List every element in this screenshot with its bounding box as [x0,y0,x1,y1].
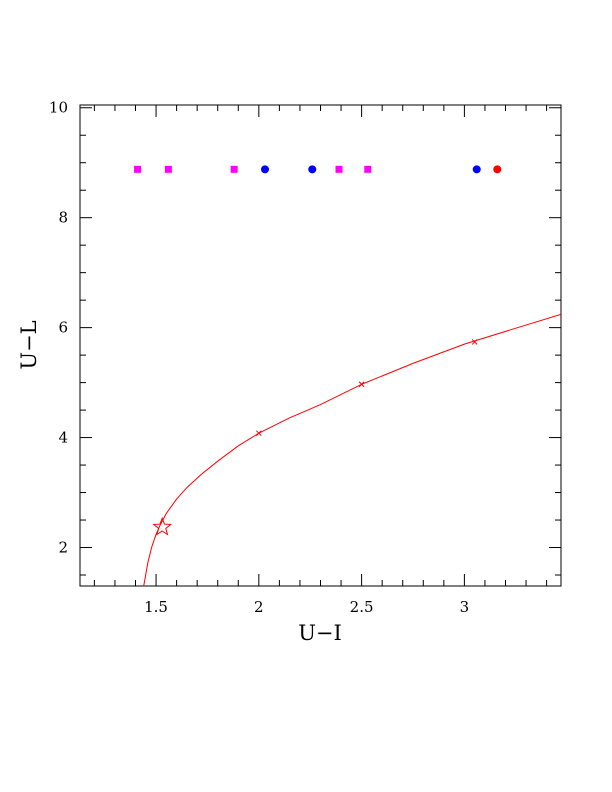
model-curve [143,313,561,586]
cross-stroke [255,430,262,437]
x-tick-label: 2.5 [350,598,374,616]
magenta-square-point [335,165,343,173]
blue-circle-point [261,165,269,174]
y-tick-label: 6 [58,319,68,337]
y-tick-labels: 2 4 6 8 10 [49,99,68,557]
y-axis-label: U−L [17,320,41,369]
star-marker [152,516,173,536]
x-tick-label: 2 [254,598,264,616]
y-tick-label: 2 [58,539,68,557]
data-marks [134,165,561,586]
y-tick-label: 4 [58,429,68,447]
model-cross-marker [255,430,262,437]
model-cross-marker [358,381,365,388]
x-tick-label: 3 [460,598,470,616]
blue-circle-point [308,165,317,174]
red-circle-point [493,165,502,174]
cross-stroke [358,381,365,388]
y-tick-label: 8 [58,209,68,227]
model-cross-marker [471,339,478,345]
magenta-square-point [364,165,372,173]
plot-frame [79,104,562,587]
x-axis-label: U−I [298,621,342,645]
y-tick-label: 10 [49,99,68,117]
magenta-square-point [164,165,172,173]
cross-stroke [471,339,478,345]
x-tick-labels: 1.5 2 2.5 3 [144,598,469,616]
x-tick-label: 1.5 [144,598,168,616]
magenta-square-point [134,165,142,173]
magenta-square-point [230,165,238,173]
axis-ticks [80,105,561,586]
blue-circle-point [472,165,481,174]
